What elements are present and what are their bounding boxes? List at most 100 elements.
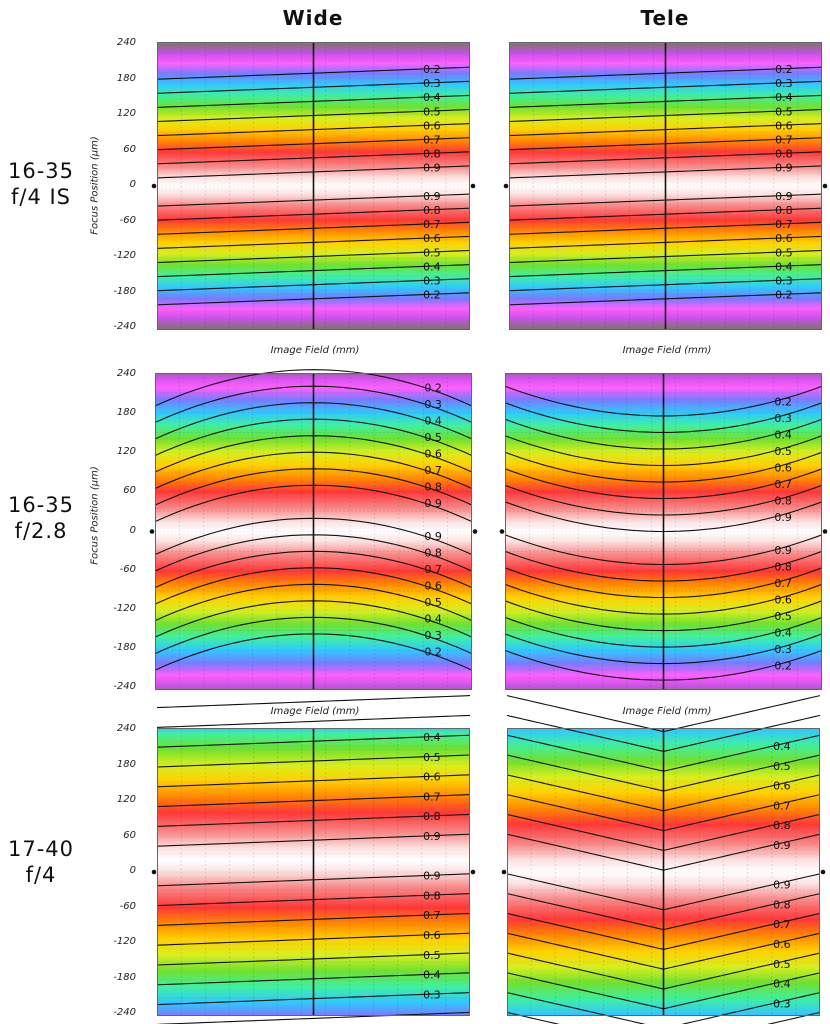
y-tick-label: -60	[119, 563, 136, 575]
contour-label: 0.5	[424, 596, 442, 609]
zero-focus-marker-right	[470, 183, 476, 189]
zero-focus-marker-right	[470, 869, 476, 875]
y-tick-label: -240	[113, 681, 136, 692]
zero-focus-marker-left	[503, 183, 509, 189]
contour-label: 0.5	[423, 105, 441, 118]
y-tick-label: 120	[116, 794, 136, 805]
contour-label: 0.2	[423, 289, 441, 302]
row-label-2: 16-35 f/2.8	[0, 492, 82, 544]
contour-label: 0.4	[775, 260, 793, 273]
contour-label: 0.8	[423, 810, 441, 823]
contour-label: 0.8	[423, 889, 441, 902]
contour-label: 0.8	[774, 561, 792, 574]
y-tick-label: -180	[113, 641, 136, 653]
contour-line	[156, 714, 471, 728]
y-tick-label: -240	[113, 1007, 136, 1018]
y-tick-label: 180	[116, 72, 136, 84]
y-tick-label: -120	[113, 602, 136, 614]
row-label-2-line2: f/2.8	[14, 519, 68, 543]
x-axis-label-wide-row2: Image Field (mm)	[270, 706, 360, 717]
contour-label: 0.8	[773, 898, 791, 911]
contour-line	[156, 695, 471, 709]
contour-label: 0.3	[774, 643, 792, 656]
row-label-1-line1: 16-35	[7, 159, 75, 183]
contour-label: 0.2	[424, 382, 442, 395]
y-tick-label: -120	[113, 936, 136, 947]
contour-label: 0.3	[423, 77, 441, 90]
y-tick-label: -240	[113, 321, 136, 332]
plot-border	[509, 42, 822, 330]
contour-label: 0.6	[773, 938, 791, 951]
row-label-3: 17-40 f/4	[0, 836, 82, 888]
y-tick-label: -60	[119, 900, 136, 912]
contour-label: 0.5	[423, 751, 441, 764]
contour-label: 0.7	[774, 478, 792, 491]
y-tick-label: 0	[129, 524, 136, 536]
contour-label: 0.7	[423, 218, 441, 231]
zero-focus-marker-left	[499, 529, 505, 534]
y-tick-label: 240	[116, 368, 136, 379]
contour-label: 0.6	[423, 119, 441, 132]
contour-label: 0.9	[774, 511, 792, 524]
contour-label: 0.4	[423, 731, 441, 744]
plot-border	[157, 728, 470, 1016]
contour-label: 0.2	[774, 395, 792, 408]
contour-label: 0.9	[423, 162, 441, 175]
contour-label: 0.6	[424, 580, 442, 593]
plot-border	[157, 42, 470, 330]
contour-label: 0.8	[423, 204, 441, 217]
contour-label: 0.7	[423, 790, 441, 803]
contour-label: 0.7	[423, 909, 441, 922]
y-tick-label: 180	[116, 758, 136, 770]
contour-label: 0.9	[773, 879, 791, 892]
contour-label: 0.3	[775, 77, 793, 90]
y-tick-label: 120	[116, 108, 136, 119]
zero-focus-marker-left	[501, 869, 507, 875]
contour-label: 0.6	[774, 594, 792, 607]
contour-label: 0.5	[773, 958, 791, 971]
contour-label: 0.6	[423, 929, 441, 942]
y-tick-label: 240	[116, 723, 136, 734]
x-axis-label-tele-row1: Image Field (mm)	[622, 345, 712, 356]
contour-label: 0.5	[775, 246, 793, 259]
y-tick-label: 0	[129, 865, 136, 876]
contour-label: 0.6	[423, 232, 441, 245]
contour-label: 0.4	[773, 978, 791, 991]
contour-label: 0.8	[775, 148, 793, 161]
contour-label: 0.3	[773, 997, 791, 1010]
contour-label: 0.9	[775, 162, 793, 175]
contour-label: 0.2	[424, 646, 442, 659]
contour-label: 0.9	[424, 530, 442, 543]
zero-focus-marker-left	[149, 529, 155, 534]
row-label-1-line2: f/4 IS	[10, 185, 72, 209]
contour-label: 0.9	[775, 190, 793, 203]
contour-label: 0.7	[773, 918, 791, 931]
contour-label: 0.2	[774, 660, 792, 673]
zero-focus-marker-right	[822, 529, 828, 534]
contour-label: 0.9	[423, 190, 441, 203]
contour-label: 0.4	[774, 428, 792, 441]
contour-label: 0.2	[775, 289, 793, 302]
y-tick-label: 60	[123, 829, 136, 841]
contour-label: 0.4	[774, 627, 792, 640]
contour-label: 0.2	[423, 63, 441, 76]
contour-label: 0.5	[774, 445, 792, 458]
contour-label: 0.9	[423, 830, 441, 843]
contour-label: 0.7	[424, 563, 442, 576]
contour-label: 0.6	[775, 232, 793, 245]
contour-line	[506, 992, 821, 1024]
contour-label: 0.9	[424, 497, 442, 510]
contour-label: 0.7	[774, 577, 792, 590]
contour-label: 0.8	[424, 481, 442, 494]
contour-label: 0.6	[423, 771, 441, 784]
y-tick-label: 120	[116, 446, 136, 458]
contour-label: 0.6	[775, 119, 793, 132]
plot-border	[507, 728, 820, 1016]
contour-label: 0.4	[773, 740, 791, 753]
y-tick-label: -180	[113, 285, 136, 297]
contour-label: 0.3	[424, 398, 442, 411]
contour-label: 0.3	[774, 412, 792, 425]
contour-label: 0.8	[423, 148, 441, 161]
plot-border	[155, 373, 472, 690]
zero-focus-marker-right	[472, 529, 478, 534]
